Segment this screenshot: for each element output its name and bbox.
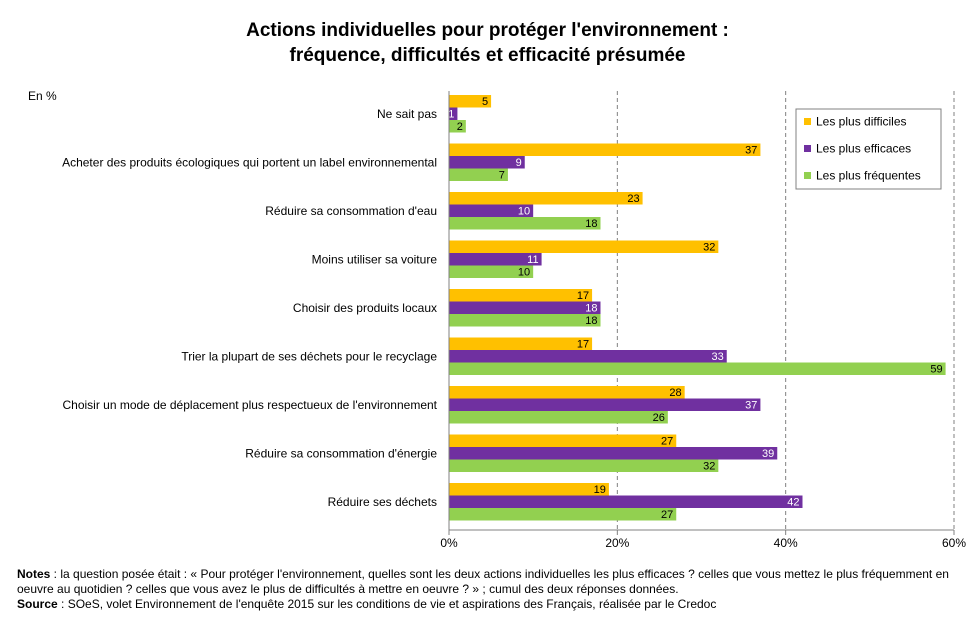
legend-label: Les plus fréquentes	[816, 169, 921, 183]
data-label: 26	[653, 412, 665, 424]
x-tick-label: 0%	[440, 536, 458, 550]
data-label: 39	[762, 448, 774, 460]
bar	[449, 168, 508, 181]
data-label: 17	[577, 290, 589, 302]
data-label: 18	[585, 315, 597, 327]
bar	[449, 301, 601, 314]
category-label: Acheter des produits écologiques qui por…	[62, 155, 437, 169]
source-label: Source	[17, 597, 58, 611]
bar	[449, 434, 677, 447]
notes-paragraph: Notes : la question posée était : « Pour…	[17, 567, 962, 597]
x-tick-label: 20%	[605, 536, 629, 550]
data-label: 7	[499, 170, 505, 182]
bar	[449, 240, 719, 253]
bar	[449, 362, 946, 375]
bar	[449, 143, 761, 156]
chart-title-line-2: fréquence, difficultés et efficacité pré…	[289, 45, 686, 66]
legend-box	[795, 108, 942, 190]
category-label: Réduire sa consommation d'énergie	[245, 446, 437, 460]
category-label: Choisir un mode de déplacement plus resp…	[62, 398, 437, 412]
legend-swatch	[804, 145, 811, 152]
data-label: 28	[669, 387, 681, 399]
data-label: 5	[482, 96, 488, 108]
category-label: Choisir des produits locaux	[293, 301, 437, 315]
notes-text: : la question posée était : « Pour proté…	[17, 567, 949, 596]
bar	[449, 265, 534, 278]
bar	[449, 156, 525, 169]
data-label: 23	[627, 193, 639, 205]
data-label: 18	[585, 303, 597, 315]
x-tick-label: 60%	[942, 536, 966, 550]
data-label: 27	[661, 436, 673, 448]
category-label: Réduire ses déchets	[328, 495, 437, 509]
bar	[449, 95, 492, 108]
bar-chart: Ne sait pas 5 12 Acheter des produits écolo…	[28, 89, 966, 550]
data-label: 32	[703, 242, 715, 254]
data-label: 42	[787, 497, 799, 509]
bar	[449, 314, 601, 327]
data-label: 10	[518, 267, 530, 279]
bar	[449, 204, 534, 217]
unit-label: En %	[28, 89, 57, 103]
bar	[449, 217, 601, 230]
bar	[449, 386, 685, 399]
bar	[449, 483, 609, 496]
bar	[449, 459, 719, 472]
data-label: 1	[448, 109, 454, 121]
legend: Les plus difficiles Les plus efficaces Les…	[795, 108, 942, 190]
category-label: Réduire sa consommation d'eau	[265, 204, 437, 218]
data-label: 11	[527, 254, 538, 266]
bar	[449, 411, 668, 424]
x-tick-label: 40%	[774, 536, 798, 550]
category-label: Moins utiliser sa voiture	[312, 252, 438, 266]
source-paragraph: Source : SOeS, volet Environnement de l'…	[17, 597, 962, 612]
data-label: 37	[745, 400, 757, 412]
bar	[449, 120, 466, 133]
bar	[449, 337, 593, 350]
data-label: 9	[516, 157, 522, 169]
bar	[449, 350, 727, 363]
data-label: 37	[745, 145, 757, 157]
bar	[449, 508, 677, 521]
data-label: 10	[518, 206, 530, 218]
labels-layer: Ne sait pas 5 12 Acheter des produits écolo…	[62, 96, 943, 521]
bar	[449, 289, 593, 302]
data-label: 18	[585, 218, 597, 230]
bar	[449, 495, 803, 508]
legend-label: Les plus efficaces	[816, 142, 911, 156]
bar	[449, 192, 643, 205]
bar	[449, 253, 542, 266]
data-label: 59	[930, 364, 942, 376]
chart-title: Actions individuelles pour protéger l'en…	[0, 18, 975, 68]
notes-block: Notes : la question posée était : « Pour…	[17, 567, 962, 612]
notes-label: Notes	[17, 567, 51, 581]
legend-label: Les plus difficiles	[816, 115, 907, 129]
category-label: Trier la plupart de ses déchets pour le …	[181, 349, 437, 363]
data-label: 17	[577, 339, 589, 351]
bar	[449, 447, 778, 460]
data-label: 19	[594, 484, 606, 496]
data-label: 33	[712, 351, 724, 363]
bar	[449, 398, 761, 411]
data-label: 27	[661, 509, 673, 521]
category-label: Ne sait pas	[377, 107, 437, 121]
bars-layer	[449, 95, 946, 521]
axis-layer: 0% 20% 40% 60%	[440, 91, 966, 550]
bar	[449, 107, 458, 120]
legend-swatch	[804, 172, 811, 179]
data-label: 32	[703, 461, 715, 473]
source-text: : SOeS, volet Environnement de l'enquête…	[57, 597, 717, 611]
legend-swatch	[804, 118, 811, 125]
data-label: 2	[457, 121, 463, 133]
chart-title-line-1: Actions individuelles pour protéger l'en…	[246, 20, 729, 41]
